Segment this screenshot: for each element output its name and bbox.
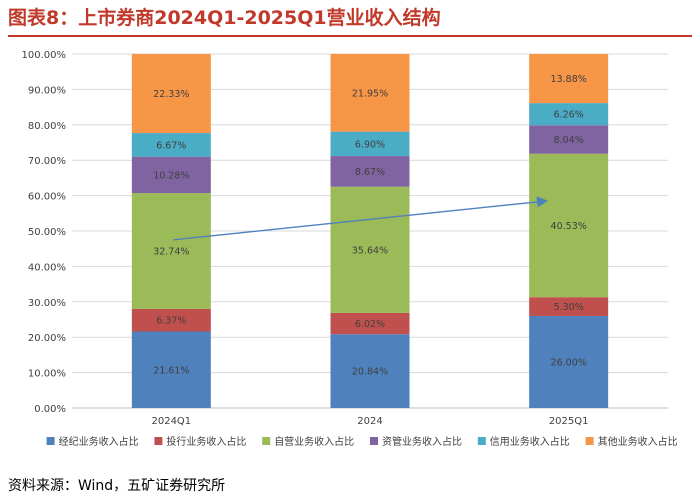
y-tick-label: 60.00% bbox=[28, 192, 66, 203]
bar-segment bbox=[131, 193, 211, 309]
x-tick-label: 2025Q1 bbox=[549, 416, 589, 427]
y-tick-label: 30.00% bbox=[28, 298, 66, 309]
data-label: 8.67% bbox=[355, 167, 385, 178]
x-tick-label: 2024 bbox=[357, 416, 382, 427]
stacked-bar-chart: 0.00% 10.00% 20.00% 30.00% 40.00% 50.00% 60.00… bbox=[22, 50, 678, 448]
legend-entry: 自营业务收入占比 bbox=[274, 435, 354, 448]
bar-segment bbox=[529, 103, 609, 126]
data-label: 5.30% bbox=[554, 302, 584, 313]
data-label: 13.88% bbox=[551, 74, 587, 85]
legend-entry: 经纪业务收入占比 bbox=[59, 435, 139, 448]
data-label: 26.00% bbox=[551, 357, 587, 368]
bar-segment bbox=[330, 156, 410, 187]
bar-segment bbox=[529, 53, 609, 104]
legend-entry: 投行业务收入占比 bbox=[166, 435, 246, 448]
bar-segment bbox=[131, 331, 211, 408]
legend-swatch bbox=[46, 437, 55, 445]
y-tick-label: 20.00% bbox=[28, 333, 66, 344]
data-label: 32.74% bbox=[153, 247, 189, 258]
x-tick-label: 2024Q1 bbox=[151, 416, 191, 427]
data-label: 8.04% bbox=[554, 135, 584, 146]
bar-segment bbox=[330, 53, 410, 132]
bar-segment bbox=[330, 131, 410, 157]
y-tick-label: 10.00% bbox=[28, 369, 66, 380]
data-label: 21.61% bbox=[153, 365, 189, 376]
data-label: 6.26% bbox=[554, 110, 584, 121]
bar-segment bbox=[131, 308, 211, 332]
bar-segment bbox=[529, 315, 609, 408]
legend-swatch bbox=[585, 437, 594, 445]
bar-segment bbox=[529, 153, 609, 298]
legend-swatch bbox=[477, 437, 486, 445]
data-label: 10.28% bbox=[153, 170, 189, 181]
y-tick-label: 0.00% bbox=[34, 404, 66, 415]
data-label: 20.84% bbox=[352, 367, 388, 378]
legend-swatch bbox=[370, 437, 378, 445]
data-label: 6.02% bbox=[355, 319, 385, 330]
y-tick-label: 70.00% bbox=[28, 156, 66, 167]
data-label: 6.90% bbox=[355, 139, 385, 150]
y-tick-label: 40.00% bbox=[28, 262, 66, 273]
title-divider bbox=[8, 35, 692, 37]
y-tick-label: 80.00% bbox=[28, 121, 66, 132]
trend-arrow bbox=[173, 196, 549, 241]
chart-title: 图表8：上市券商2024Q1-2025Q1营业收入结构 bbox=[8, 7, 441, 29]
bar-segment bbox=[529, 125, 609, 154]
data-label: 40.53% bbox=[551, 221, 587, 232]
bar-segment bbox=[330, 186, 410, 313]
legend-entry: 信用业务收入占比 bbox=[490, 435, 570, 448]
data-label: 21.95% bbox=[352, 88, 388, 99]
bar-segment bbox=[131, 156, 211, 194]
bar-segment bbox=[330, 334, 410, 408]
data-label: 35.64% bbox=[352, 245, 388, 256]
bar-segment bbox=[529, 297, 609, 316]
y-tick-label: 90.00% bbox=[28, 85, 66, 96]
bar-segment bbox=[330, 312, 410, 335]
legend-swatch bbox=[154, 437, 163, 445]
y-tick-label: 100.00% bbox=[22, 50, 67, 61]
bar-segment bbox=[131, 133, 211, 157]
data-label: 6.67% bbox=[156, 140, 186, 151]
y-tick-label: 50.00% bbox=[28, 227, 66, 238]
legend-swatch bbox=[262, 437, 271, 445]
bar-segment bbox=[131, 54, 211, 134]
source-note: 资料来源：Wind，五矿证券研究所 bbox=[8, 478, 226, 494]
data-label: 6.37% bbox=[156, 316, 186, 327]
legend-entry: 资管业务收入占比 bbox=[382, 435, 462, 448]
data-label: 22.33% bbox=[153, 89, 189, 100]
legend-entry: 其他业务收入占比 bbox=[598, 435, 678, 448]
